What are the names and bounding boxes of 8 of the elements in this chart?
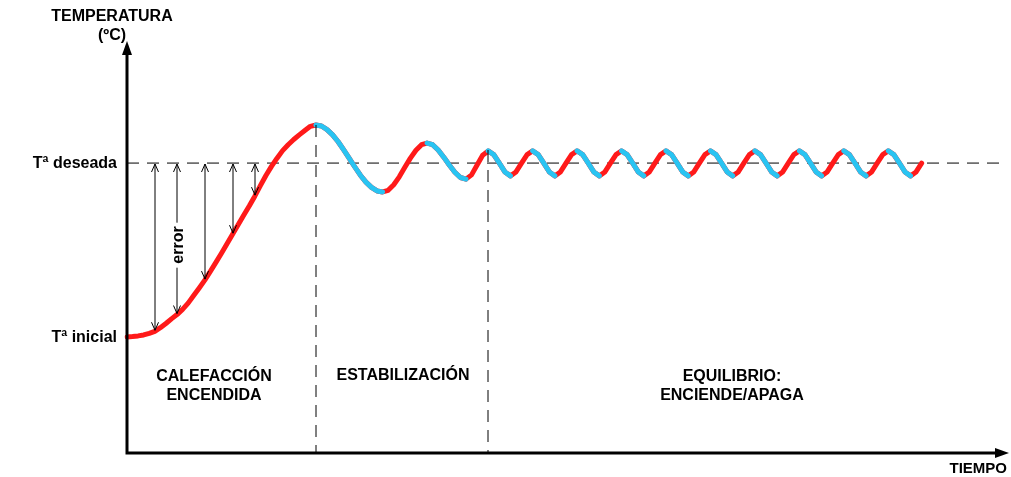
ref-line-label: Tª deseada xyxy=(32,153,117,173)
annotation: ESTABILIZACIÓN xyxy=(336,365,470,385)
text: TEMPERATURA (ºC) xyxy=(50,6,174,45)
annotation: CALEFACCIÓN ENCENDIDA xyxy=(156,365,272,405)
annotation: error xyxy=(168,222,188,268)
x-axis-title: TIEMPO xyxy=(949,459,1007,477)
annotation: EQUILIBRIO: ENCIENDE/APAGA xyxy=(660,365,804,405)
text: Tª inicial xyxy=(51,327,117,347)
